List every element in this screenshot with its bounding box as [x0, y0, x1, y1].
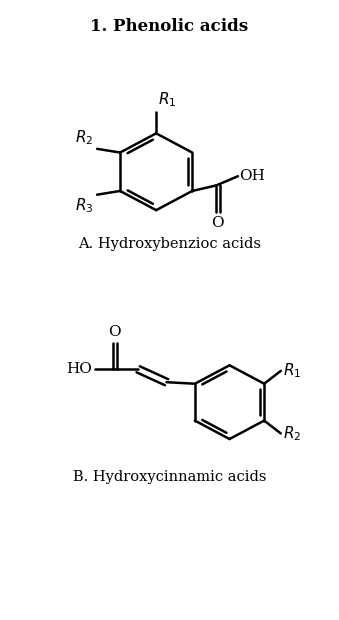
Text: $R_1$: $R_1$: [158, 91, 177, 109]
Text: A. Hydroxybenzioc acids: A. Hydroxybenzioc acids: [78, 237, 261, 251]
Text: $R_2$: $R_2$: [283, 424, 302, 443]
Text: B. Hydroxycinnamic acids: B. Hydroxycinnamic acids: [73, 471, 266, 484]
Text: $R_2$: $R_2$: [76, 128, 94, 148]
Text: OH: OH: [240, 169, 265, 183]
Text: $R_3$: $R_3$: [75, 196, 94, 215]
Text: $R_1$: $R_1$: [283, 361, 302, 380]
Text: HO: HO: [66, 362, 92, 376]
Text: O: O: [108, 325, 121, 339]
Text: O: O: [212, 216, 224, 230]
Text: 1. Phenolic acids: 1. Phenolic acids: [91, 18, 248, 35]
